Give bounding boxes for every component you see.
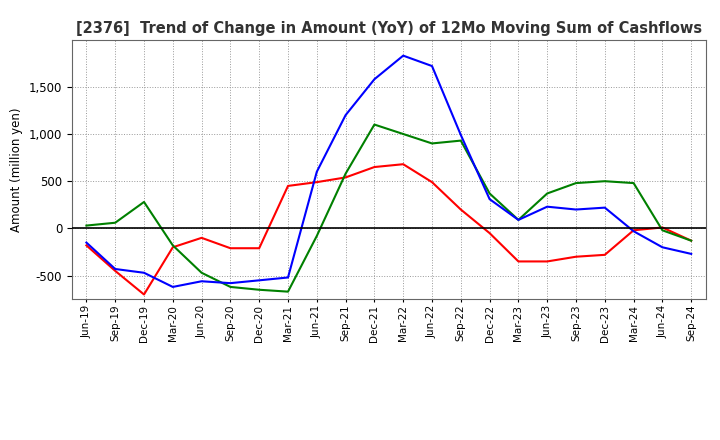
Operating Cashflow <box>111 268 120 274</box>
Free Cashflow <box>370 77 379 82</box>
Investing Cashflow <box>456 138 465 143</box>
Investing Cashflow <box>485 191 494 196</box>
Line: Investing Cashflow: Investing Cashflow <box>86 125 691 292</box>
Operating Cashflow <box>687 238 696 243</box>
Free Cashflow <box>82 240 91 245</box>
Line: Operating Cashflow: Operating Cashflow <box>86 164 691 294</box>
Investing Cashflow <box>197 270 206 275</box>
Free Cashflow <box>168 284 177 290</box>
Operating Cashflow <box>370 165 379 170</box>
Operating Cashflow <box>428 180 436 185</box>
Investing Cashflow <box>629 180 638 186</box>
Free Cashflow <box>140 270 148 275</box>
Operating Cashflow <box>399 161 408 167</box>
Free Cashflow <box>658 245 667 250</box>
Investing Cashflow <box>341 171 350 176</box>
Investing Cashflow <box>82 223 91 228</box>
Free Cashflow <box>600 205 609 210</box>
Investing Cashflow <box>370 122 379 127</box>
Free Cashflow <box>543 204 552 209</box>
Operating Cashflow <box>82 243 91 248</box>
Operating Cashflow <box>485 231 494 236</box>
Free Cashflow <box>428 63 436 69</box>
Free Cashflow <box>255 278 264 283</box>
Operating Cashflow <box>168 245 177 250</box>
Operating Cashflow <box>197 235 206 241</box>
Y-axis label: Amount (million yen): Amount (million yen) <box>10 107 23 231</box>
Investing Cashflow <box>111 220 120 225</box>
Investing Cashflow <box>168 243 177 248</box>
Operating Cashflow <box>600 252 609 257</box>
Free Cashflow <box>111 266 120 271</box>
Investing Cashflow <box>255 287 264 293</box>
Title: [2376]  Trend of Change in Amount (YoY) of 12Mo Moving Sum of Cashflows: [2376] Trend of Change in Amount (YoY) o… <box>76 21 702 36</box>
Free Cashflow <box>341 113 350 118</box>
Operating Cashflow <box>543 259 552 264</box>
Free Cashflow <box>629 229 638 234</box>
Investing Cashflow <box>572 180 580 186</box>
Investing Cashflow <box>140 199 148 205</box>
Operating Cashflow <box>312 180 321 185</box>
Operating Cashflow <box>572 254 580 259</box>
Investing Cashflow <box>658 227 667 233</box>
Free Cashflow <box>399 53 408 58</box>
Operating Cashflow <box>284 183 292 189</box>
Investing Cashflow <box>687 238 696 243</box>
Operating Cashflow <box>255 246 264 251</box>
Free Cashflow <box>687 251 696 257</box>
Free Cashflow <box>226 281 235 286</box>
Free Cashflow <box>197 279 206 284</box>
Operating Cashflow <box>514 259 523 264</box>
Free Cashflow <box>284 275 292 280</box>
Operating Cashflow <box>658 225 667 230</box>
Operating Cashflow <box>341 175 350 180</box>
Investing Cashflow <box>514 217 523 223</box>
Free Cashflow <box>514 217 523 223</box>
Operating Cashflow <box>226 246 235 251</box>
Investing Cashflow <box>226 284 235 290</box>
Investing Cashflow <box>428 141 436 146</box>
Free Cashflow <box>456 132 465 138</box>
Investing Cashflow <box>284 289 292 294</box>
Investing Cashflow <box>312 233 321 238</box>
Free Cashflow <box>572 207 580 212</box>
Free Cashflow <box>312 169 321 174</box>
Investing Cashflow <box>399 132 408 137</box>
Operating Cashflow <box>629 227 638 233</box>
Line: Free Cashflow: Free Cashflow <box>86 55 691 287</box>
Operating Cashflow <box>456 207 465 212</box>
Investing Cashflow <box>600 179 609 184</box>
Free Cashflow <box>485 197 494 202</box>
Operating Cashflow <box>140 292 148 297</box>
Investing Cashflow <box>543 191 552 196</box>
